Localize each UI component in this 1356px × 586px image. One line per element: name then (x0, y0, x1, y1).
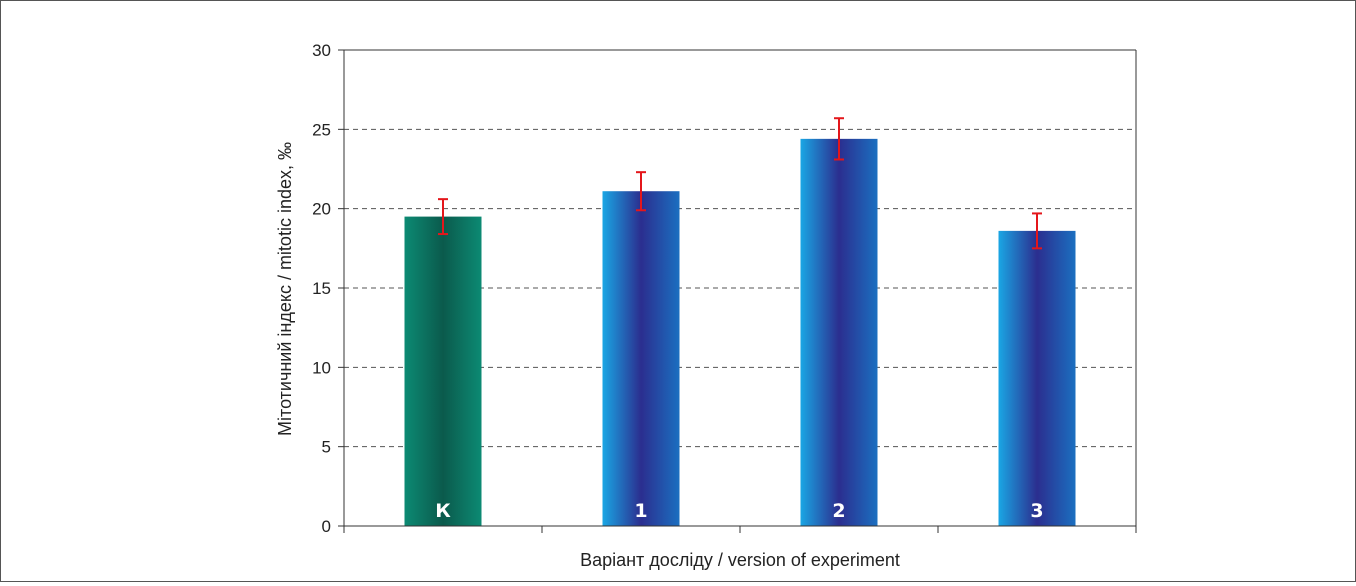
y-tick-label: 10 (312, 358, 331, 377)
y-tick-label: 30 (312, 41, 331, 60)
y-tick-label: 20 (312, 200, 331, 219)
y-tick-label: 5 (322, 438, 331, 457)
bar-labels: К 1 2 3 (435, 500, 1043, 522)
error-bars (438, 117, 1042, 250)
bar-variant-1 (602, 191, 680, 527)
y-tick-labels: 0 5 10 15 20 25 30 (312, 41, 331, 536)
bar-variant-3 (998, 230, 1076, 526)
y-tick-label: 25 (312, 120, 331, 139)
bar-label-3: 3 (1030, 500, 1043, 522)
bars (404, 138, 1076, 527)
bar-label-К: К (435, 500, 451, 522)
bar-label-2: 2 (832, 500, 845, 522)
axes (338, 49, 1137, 533)
bar-label-1: 1 (634, 500, 647, 522)
x-axis-title: Варіант досліду / version of experiment (580, 550, 900, 570)
y-axis-title: Мітотичний індекс / mitotic index, ‰ (275, 142, 295, 436)
y-tick-label: 0 (322, 517, 331, 536)
bar-control (404, 216, 482, 526)
y-tick-label: 15 (312, 279, 331, 298)
bar-variant-2 (800, 138, 878, 526)
